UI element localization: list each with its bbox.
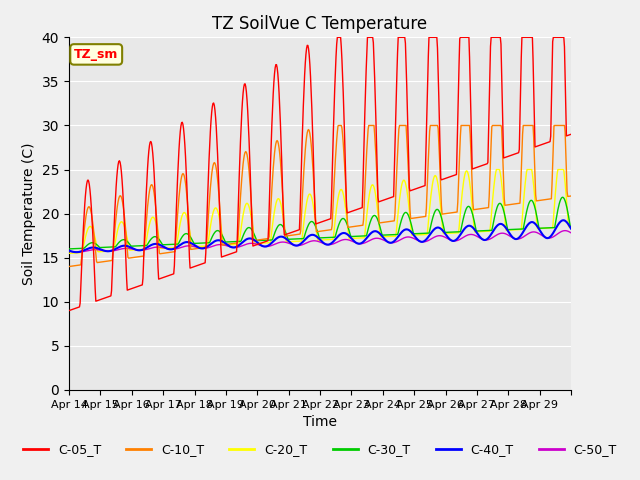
Title: TZ SoilVue C Temperature: TZ SoilVue C Temperature <box>212 15 428 33</box>
Legend: C-05_T, C-10_T, C-20_T, C-30_T, C-40_T, C-50_T: C-05_T, C-10_T, C-20_T, C-30_T, C-40_T, … <box>18 438 622 461</box>
Text: TZ_sm: TZ_sm <box>74 48 118 61</box>
X-axis label: Time: Time <box>303 415 337 429</box>
Y-axis label: Soil Temperature (C): Soil Temperature (C) <box>22 143 36 285</box>
